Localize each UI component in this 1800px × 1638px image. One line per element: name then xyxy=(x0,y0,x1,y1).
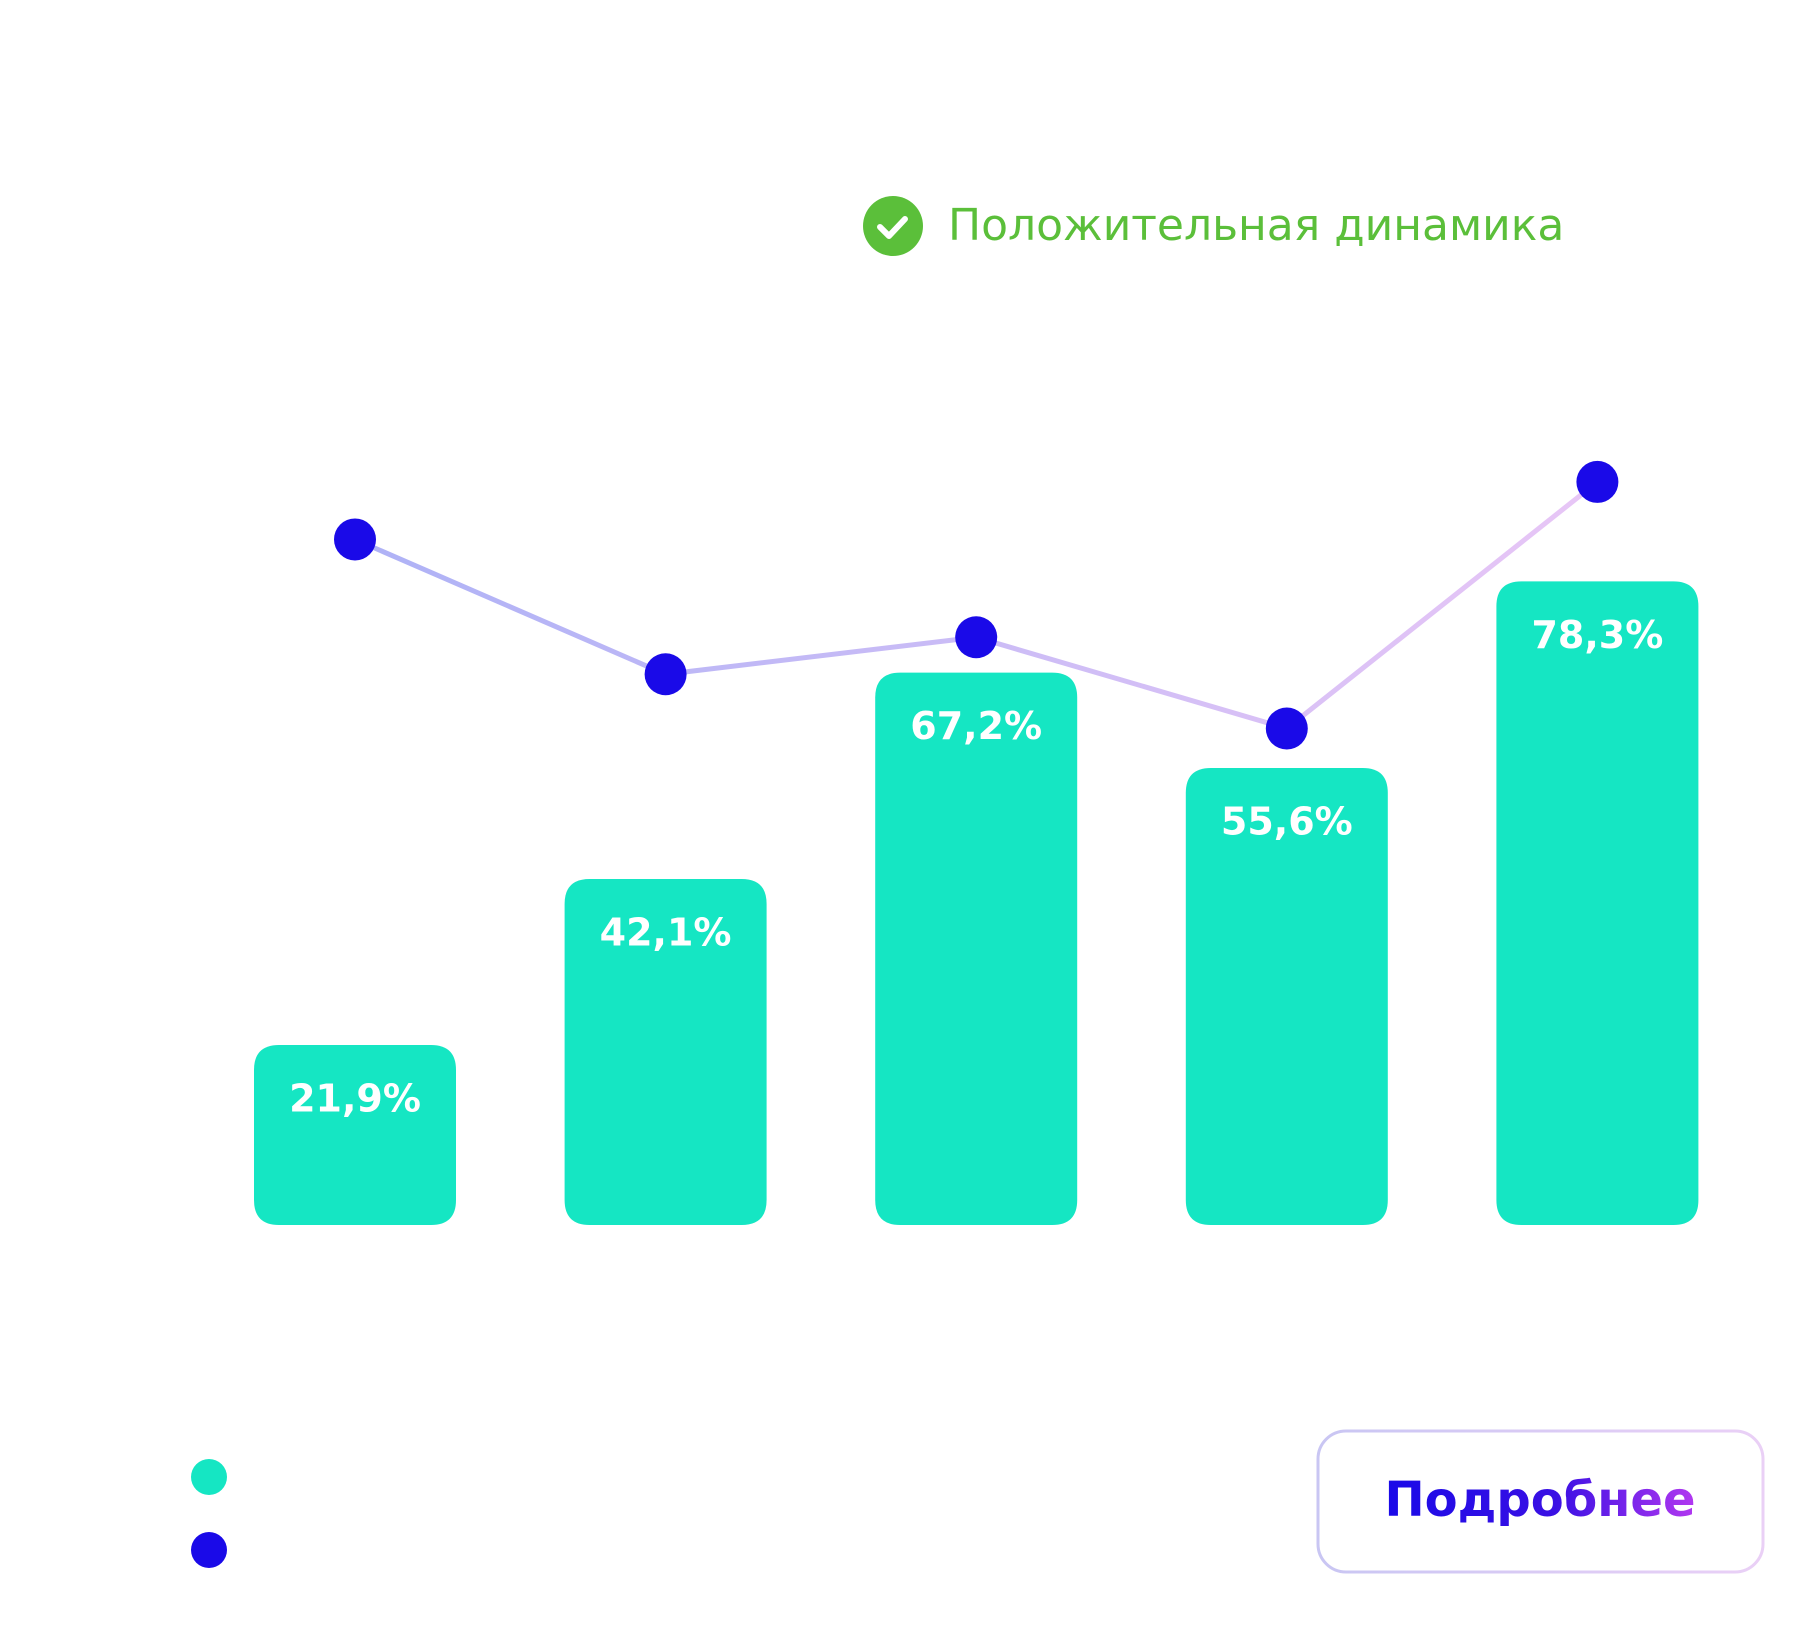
legend xyxy=(191,1459,227,1568)
line-point xyxy=(1265,707,1308,750)
bar xyxy=(564,878,767,1225)
legend-dot xyxy=(191,1532,227,1568)
check-mark xyxy=(877,216,908,239)
bar xyxy=(1496,581,1699,1225)
line-point xyxy=(644,653,687,696)
value-label: 21,9% xyxy=(289,1076,421,1120)
badge-text: Положительная динамика xyxy=(948,200,1564,251)
details-button[interactable]: Подробнее xyxy=(1316,1429,1765,1574)
bar xyxy=(1185,767,1388,1225)
plot: 21,9% 42,1% 67,2% 55,6% 78,3% xyxy=(254,460,1699,1225)
value-label: 67,2% xyxy=(910,704,1042,748)
button-label[interactable]: Подробнее xyxy=(1384,1472,1695,1528)
check-icon xyxy=(863,196,923,256)
value-label: 42,1% xyxy=(600,910,732,954)
button-frame[interactable] xyxy=(1316,1429,1765,1574)
line-point xyxy=(955,616,998,659)
bar xyxy=(254,1044,456,1225)
badge: Положительная динамика xyxy=(863,196,1564,256)
line-point xyxy=(1576,460,1619,503)
value-label: 55,6% xyxy=(1221,799,1353,843)
line-point xyxy=(334,518,376,561)
bar xyxy=(875,672,1078,1225)
legend-dot xyxy=(191,1459,227,1495)
value-label: 78,3% xyxy=(1531,613,1663,657)
